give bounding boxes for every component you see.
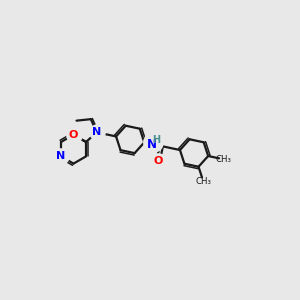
Text: N: N: [92, 127, 101, 137]
Text: CH₃: CH₃: [195, 177, 211, 186]
Text: O: O: [69, 130, 78, 140]
Text: O: O: [154, 156, 163, 166]
Text: CH₃: CH₃: [215, 155, 231, 164]
Text: H: H: [152, 135, 160, 145]
Text: N: N: [56, 152, 66, 161]
Text: N: N: [147, 138, 157, 151]
